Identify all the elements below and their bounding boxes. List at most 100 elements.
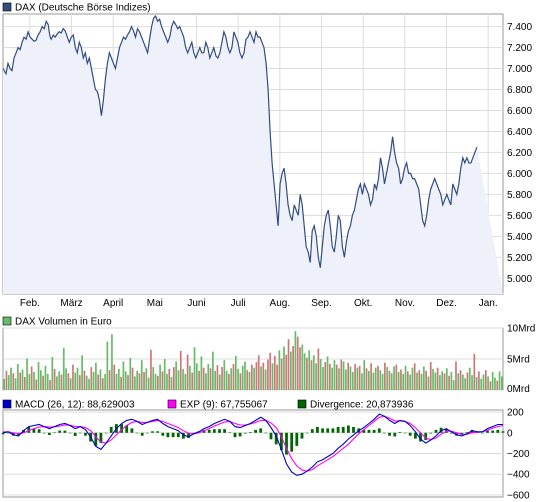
- volume-bar: [239, 373, 242, 390]
- volume-bar: [138, 373, 141, 390]
- divergence-bar: [450, 432, 453, 434]
- volume-bar: [44, 365, 47, 390]
- price-legend-label: DAX (Deutsche Börse Indizes): [15, 3, 151, 14]
- divergence-bar: [305, 432, 309, 434]
- volume-bar: [432, 368, 434, 390]
- divergence-bar: [1, 432, 5, 435]
- divergence-bar: [48, 432, 51, 435]
- volume-bar: [457, 373, 460, 390]
- volume-bar: [441, 371, 444, 390]
- divergence-bar: [434, 429, 438, 433]
- divergence-bar: [419, 432, 422, 442]
- divergence-bar: [84, 432, 87, 436]
- volume-bar: [484, 370, 487, 390]
- volume-bar: [177, 370, 180, 390]
- divergence-bar: [274, 432, 278, 445]
- volume-bar: [384, 362, 386, 390]
- volume-bar: [202, 367, 205, 390]
- volume-bar: [150, 349, 152, 390]
- volume-bar: [487, 376, 489, 390]
- volume-bar: [473, 354, 476, 390]
- volume-bar: [283, 346, 285, 390]
- volume-bar: [363, 360, 366, 390]
- volume-bar: [56, 376, 58, 390]
- volume-bar: [83, 370, 86, 390]
- volume-bar: [416, 372, 418, 390]
- volume-legend-swatch: [2, 316, 12, 326]
- volume-bar: [90, 367, 93, 390]
- price-y-tick: 7.000: [507, 64, 532, 75]
- volume-bar: [443, 373, 446, 390]
- divergence-bar: [377, 428, 381, 433]
- divergence-bar: [310, 429, 314, 433]
- divergence-bar: [403, 432, 407, 434]
- volume-bar: [397, 372, 400, 390]
- divergence-bar: [383, 432, 386, 434]
- volume-bar: [179, 350, 182, 390]
- volume-bar: [273, 355, 276, 390]
- volume-bar: [494, 377, 496, 390]
- divergence-bar: [73, 432, 77, 436]
- volume-bar: [326, 356, 329, 390]
- volume-bar: [163, 359, 166, 390]
- volume-bar: [159, 364, 161, 390]
- volume-bar: [14, 378, 17, 390]
- divergence-bar: [470, 429, 474, 433]
- price-y-tick: 5.200: [507, 253, 532, 264]
- volume-bar: [17, 364, 19, 390]
- volume-bar: [207, 364, 210, 390]
- volume-bar: [372, 372, 375, 390]
- volume-bar: [370, 363, 372, 390]
- volume-bar: [108, 370, 111, 390]
- exp-line: [3, 415, 504, 472]
- volume-legend-label: DAX Volumen in Euro: [15, 317, 112, 328]
- volume-bar: [212, 351, 214, 390]
- volume-bar: [191, 372, 194, 390]
- volume-bars: [3, 331, 503, 390]
- price-x-axis: Feb. März April Mai Juni Juli Aug. Sep. Okt. Nov.…: [20, 298, 498, 309]
- volume-bar: [436, 367, 439, 390]
- volume-bar: [62, 347, 65, 390]
- volume-bar: [301, 344, 304, 390]
- volume-bar: [136, 370, 139, 390]
- volume-bar: [448, 375, 450, 390]
- divergence-bar: [32, 428, 36, 433]
- volume-bar: [147, 377, 150, 390]
- divergence-bar: [166, 432, 170, 438]
- volume-bar: [53, 368, 56, 390]
- volume-bar: [322, 367, 324, 390]
- divergence-bar: [249, 432, 252, 433]
- divergence-bar: [109, 427, 113, 433]
- divergence-bar: [223, 429, 226, 433]
- volume-bar: [216, 365, 219, 390]
- volume-bar: [255, 362, 258, 390]
- volume-bar: [65, 368, 67, 390]
- volume-bar: [154, 373, 157, 390]
- divergence-bar: [280, 432, 283, 451]
- divergence-bar: [58, 430, 62, 433]
- divergence-bar: [408, 432, 412, 436]
- volume-bar: [152, 367, 155, 390]
- macd-y-tick: −200: [507, 449, 530, 460]
- volume-bar: [331, 367, 333, 390]
- price-legend-swatch: [2, 2, 12, 12]
- volume-y-axis: 10Mrd 5Mrd 0Mrd: [507, 324, 535, 396]
- volume-bar: [223, 360, 226, 390]
- volume-bar: [393, 366, 395, 390]
- volume-bar: [482, 374, 485, 390]
- volume-bar: [290, 351, 292, 390]
- divergence-bar: [63, 430, 67, 433]
- divergence-bar: [218, 429, 221, 433]
- volume-bar: [85, 375, 88, 390]
- volume-bar: [377, 365, 379, 390]
- divergence-bar: [130, 428, 134, 433]
- macd-panel: MACD (26, 12): 88,629003 EXP (9): 67,755…: [1, 400, 530, 501]
- volume-bar: [333, 360, 336, 390]
- divergence-bar: [120, 424, 123, 433]
- volume-bar: [365, 368, 368, 390]
- volume-bar: [287, 339, 290, 390]
- volume-y-tick: 0Mrd: [507, 384, 530, 395]
- volume-bar: [411, 367, 414, 390]
- volume-bar: [253, 367, 255, 390]
- volume-bar: [189, 365, 191, 390]
